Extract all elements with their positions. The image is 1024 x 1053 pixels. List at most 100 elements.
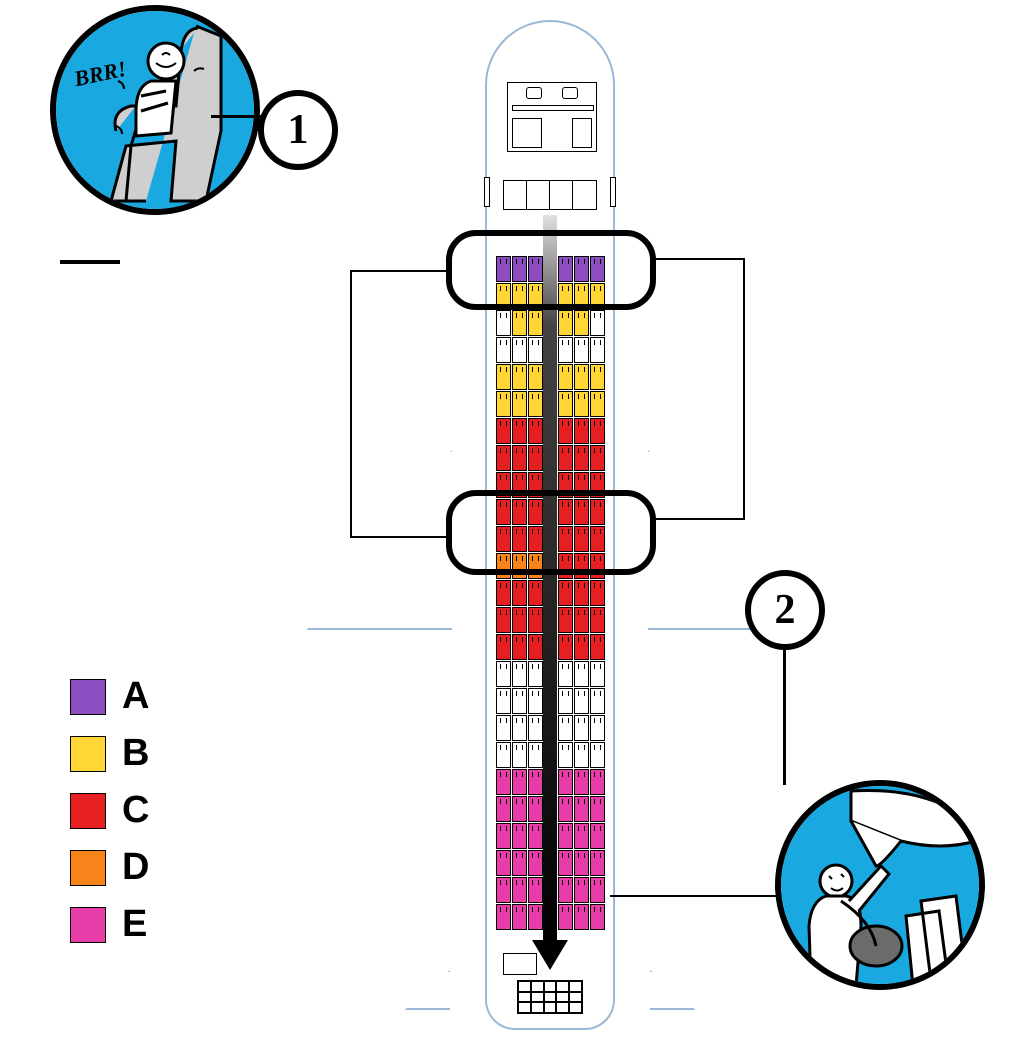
seat xyxy=(512,823,527,849)
seat xyxy=(590,742,605,768)
seat xyxy=(528,742,543,768)
legend-item: C xyxy=(70,789,150,832)
seat xyxy=(496,364,511,390)
seat xyxy=(574,391,589,417)
seat xyxy=(590,877,605,903)
legend-swatch xyxy=(70,793,106,829)
seat xyxy=(558,337,573,363)
seat xyxy=(528,310,543,336)
legend-swatch xyxy=(70,736,106,772)
seat xyxy=(590,391,605,417)
seat xyxy=(558,850,573,876)
seat xyxy=(574,904,589,930)
connector-line xyxy=(350,270,352,538)
seat xyxy=(528,715,543,741)
seat xyxy=(558,904,573,930)
seat-row xyxy=(495,418,605,444)
seat xyxy=(574,364,589,390)
legend-label: B xyxy=(122,732,150,775)
seat xyxy=(590,796,605,822)
seat-row xyxy=(495,904,605,930)
seat-row xyxy=(495,715,605,741)
seat xyxy=(528,769,543,795)
seat xyxy=(528,877,543,903)
seat xyxy=(528,634,543,660)
seat-row xyxy=(495,310,605,336)
seat xyxy=(496,445,511,471)
zone-box-2 xyxy=(446,490,656,575)
seat xyxy=(528,364,543,390)
tail-wing-left xyxy=(400,970,450,1010)
seat xyxy=(558,445,573,471)
seat xyxy=(512,634,527,660)
illustration-overhead-bin xyxy=(775,780,985,990)
seat xyxy=(590,634,605,660)
seat xyxy=(590,445,605,471)
front-galley xyxy=(503,180,597,210)
seat xyxy=(558,877,573,903)
seat-row xyxy=(495,823,605,849)
seat xyxy=(512,904,527,930)
seat xyxy=(558,418,573,444)
seat xyxy=(574,445,589,471)
seat-row xyxy=(495,364,605,390)
seat xyxy=(512,796,527,822)
seat xyxy=(512,391,527,417)
seat xyxy=(558,634,573,660)
seat xyxy=(558,391,573,417)
seat xyxy=(558,310,573,336)
seat xyxy=(558,688,573,714)
tail-wing-right xyxy=(650,970,700,1010)
arrow-head-icon xyxy=(532,940,568,970)
seat-row xyxy=(495,769,605,795)
seat xyxy=(528,580,543,606)
legend-swatch xyxy=(70,679,106,715)
seat xyxy=(574,310,589,336)
seat xyxy=(528,391,543,417)
seat-row xyxy=(495,445,605,471)
seat xyxy=(558,769,573,795)
seat xyxy=(558,661,573,687)
rear-galley xyxy=(517,980,583,1014)
connector-line xyxy=(610,895,785,897)
seat xyxy=(496,310,511,336)
legend-item: D xyxy=(70,846,150,889)
legend-swatch xyxy=(70,850,106,886)
seat xyxy=(590,688,605,714)
seat-row xyxy=(495,850,605,876)
legend-swatch xyxy=(70,907,106,943)
seat xyxy=(574,877,589,903)
seat-row xyxy=(495,391,605,417)
seat xyxy=(574,661,589,687)
seat xyxy=(512,688,527,714)
wing-left xyxy=(292,450,452,630)
legend-label: A xyxy=(122,675,150,718)
seat xyxy=(590,904,605,930)
seat xyxy=(496,391,511,417)
legend-label: D xyxy=(122,846,150,889)
seat-row xyxy=(495,607,605,633)
seat xyxy=(496,742,511,768)
seat-row xyxy=(495,337,605,363)
seat xyxy=(590,418,605,444)
legend-label: E xyxy=(122,903,148,946)
zone-box-1 xyxy=(446,230,656,310)
seat xyxy=(590,769,605,795)
seat xyxy=(512,607,527,633)
seat xyxy=(574,607,589,633)
seat xyxy=(590,715,605,741)
seat xyxy=(528,445,543,471)
legend-label: C xyxy=(122,789,150,832)
seat xyxy=(574,715,589,741)
connector-line xyxy=(743,258,745,520)
seat-row xyxy=(495,661,605,687)
seat xyxy=(512,715,527,741)
connector-line xyxy=(350,270,450,272)
legend: ABCDE xyxy=(70,675,150,960)
seat xyxy=(496,904,511,930)
seat xyxy=(574,796,589,822)
seat xyxy=(590,661,605,687)
seat-row xyxy=(495,877,605,903)
seat xyxy=(496,418,511,444)
seat-row xyxy=(495,580,605,606)
